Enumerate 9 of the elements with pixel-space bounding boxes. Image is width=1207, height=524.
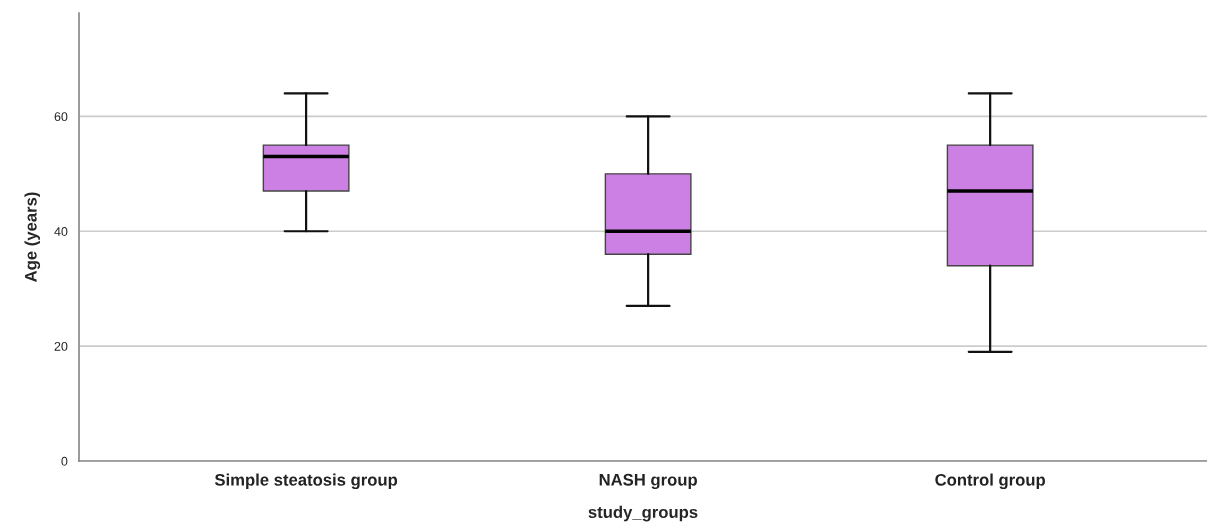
x-axis-title: study_groups [588,505,698,522]
x-tick-label: NASH group [599,473,697,490]
x-tick-label: Simple steatosis group [214,473,398,490]
y-tick-label: 60 [54,112,68,122]
y-tick-label: 40 [54,227,68,236]
x-tick-label: Control group [935,473,1046,490]
y-tick-label: 0 [61,456,68,466]
y-tick-label: 20 [54,341,68,351]
y-axis-title: Age (years) [24,192,41,282]
